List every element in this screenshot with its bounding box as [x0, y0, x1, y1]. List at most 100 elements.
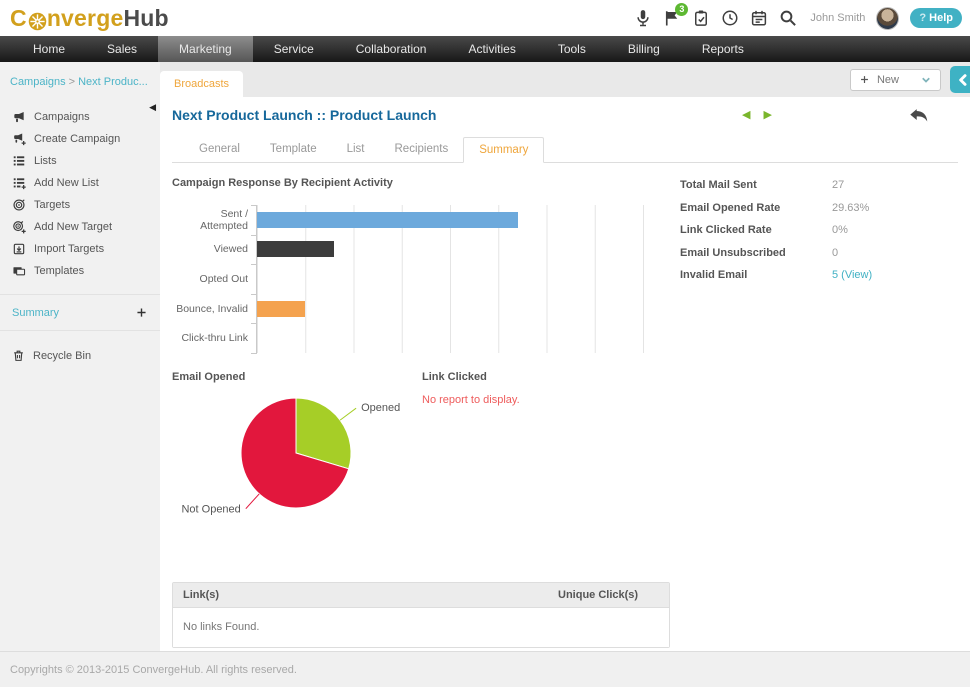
links-table-header: Link(s) Unique Click(s): [173, 583, 669, 608]
sidebar-item-summary[interactable]: Summary: [0, 294, 160, 331]
sidebar-collapse-icon[interactable]: ◀: [149, 102, 156, 112]
footer: Copyrights © 2013-2015 ConvergeHub. All …: [0, 651, 970, 687]
next-record-icon[interactable]: ▶: [763, 109, 772, 121]
help-question-mark: ?: [919, 12, 927, 24]
collapse-panel-button[interactable]: [950, 66, 970, 93]
list-icon: [12, 154, 26, 168]
stat-row: Email Unsubscribed 0: [680, 247, 958, 259]
tab-template[interactable]: Template: [269, 143, 317, 155]
breadcrumb: Campaigns > Next Produc...: [0, 62, 160, 92]
tab-list[interactable]: List: [346, 143, 365, 155]
stat-label: Email Unsubscribed: [680, 246, 786, 259]
pie-leader-line: [245, 493, 260, 510]
sidebar-item-lists[interactable]: Lists: [0, 150, 160, 172]
trash-icon: [12, 349, 25, 362]
sidebar-item-label: Add New List: [34, 177, 99, 189]
search-icon[interactable]: [779, 9, 797, 27]
sidebar-item-templates[interactable]: Templates: [0, 260, 160, 282]
summary-content: Next Product Launch :: Product Launch ◀ …: [160, 97, 970, 651]
nav-item-activities[interactable]: Activities: [468, 42, 516, 56]
nav-item-billing[interactable]: Billing: [627, 42, 660, 56]
sidebar: Campaigns > Next Produc... ◀ Campaigns Crea…: [0, 62, 160, 651]
no-report-message: No report to display.: [422, 394, 520, 406]
sidebar-item-label: Templates: [34, 265, 85, 277]
notification-badge: 3: [675, 3, 689, 16]
nav-item-collaboration[interactable]: Collaboration: [355, 42, 427, 56]
nav-item-home[interactable]: Home: [33, 42, 66, 56]
pie-chart: Opened: 29.63%Not Opened: 70.37% Opened No…: [172, 391, 422, 534]
breadcrumb-item[interactable]: Campaigns: [10, 76, 66, 88]
sidebar-item-create-campaign[interactable]: Create Campaign: [0, 128, 160, 150]
plus-icon: [859, 74, 870, 85]
chevron-down-icon[interactable]: [920, 74, 932, 86]
tab-broadcasts[interactable]: Broadcasts: [160, 71, 244, 97]
axis-tick: [251, 293, 257, 295]
previous-record-icon[interactable]: ◀: [742, 109, 751, 121]
bar-chart-title: Campaign Response By Recipient Activity: [172, 177, 393, 189]
nav-item-reports[interactable]: Reports: [701, 42, 744, 56]
flag-icon[interactable]: 3: [663, 3, 689, 27]
sidebar-item-recycle-bin[interactable]: Recycle Bin: [0, 345, 160, 366]
stat-row: Total Mail Sent 27: [680, 179, 958, 191]
bar-segment[interactable]: [257, 300, 306, 317]
nav-item-marketing[interactable]: Marketing: [158, 36, 253, 62]
sidebar-item-campaigns[interactable]: Campaigns: [0, 106, 160, 128]
tab-recipients[interactable]: Recipients: [394, 143, 449, 155]
user-name[interactable]: John Smith: [810, 12, 866, 24]
help-button[interactable]: ? Help: [910, 8, 962, 28]
bar-row: [257, 323, 643, 353]
pie-slice[interactable]: Not Opened: 70.37%: [240, 397, 350, 509]
breadcrumb-item[interactable]: Next Produc...: [78, 76, 148, 88]
bar-segment[interactable]: [257, 241, 335, 258]
sidebar-item-add-new-list[interactable]: Add New List: [0, 172, 160, 194]
stat-row: Email Opened Rate 29.63%: [680, 202, 958, 214]
bar-segment[interactable]: [257, 211, 518, 228]
tab-summary[interactable]: Summary: [463, 137, 545, 163]
pie-slice-label: Opened: [361, 402, 400, 414]
pie-leader-line: [339, 407, 357, 421]
bar-row: [257, 294, 643, 324]
templates-icon: [12, 264, 26, 278]
logo-mid: nverge: [46, 4, 124, 31]
microphone-icon[interactable]: [634, 9, 652, 27]
bar-category-label: Bounce, Invalid: [176, 302, 248, 315]
summary-label: Summary: [12, 306, 60, 319]
calendar-icon[interactable]: [750, 9, 768, 27]
detail-tabs: General Template List Recipients Summary: [172, 137, 958, 163]
stat-label: Total Mail Sent: [680, 179, 757, 191]
tab-general[interactable]: General: [199, 143, 240, 155]
stat-value: 0%: [832, 224, 848, 236]
header-icon-bar: 3 John Smith ? Help: [634, 3, 962, 30]
sidebar-item-label: Create Campaign: [34, 133, 121, 145]
bar-row: [257, 264, 643, 294]
tasks-clipboard-icon[interactable]: [692, 9, 710, 27]
sidebar-item-targets[interactable]: Targets: [0, 194, 160, 216]
stat-label: Invalid Email: [680, 269, 748, 281]
sidebar-item-add-new-target[interactable]: Add New Target: [0, 216, 160, 238]
user-avatar[interactable]: [876, 6, 900, 30]
plus-icon[interactable]: [135, 306, 148, 319]
bar-category-label: Click-thru Link: [181, 332, 248, 345]
nav-item-service[interactable]: Service: [273, 42, 314, 56]
pie-slice-label: Not Opened: [181, 504, 240, 516]
bar-row: [257, 235, 643, 265]
pie-chart-svg: Opened: 29.63%Not Opened: 70.37% Opened No…: [181, 397, 400, 516]
stat-value[interactable]: 5 (View): [832, 269, 873, 281]
stat-value: 29.63%: [832, 201, 870, 214]
nav-item-sales[interactable]: Sales: [107, 42, 138, 56]
stat-label: Link Clicked Rate: [680, 224, 772, 236]
new-button[interactable]: New: [849, 68, 941, 91]
sidebar-item-import-targets[interactable]: Import Targets: [0, 238, 160, 260]
copyright-text: Copyrights © 2013-2015 ConvergeHub. All …: [10, 664, 297, 676]
sidebar-item-label: Campaigns: [34, 111, 90, 123]
links-table-empty-row: No links Found.: [173, 608, 669, 647]
megaphone-icon: [12, 110, 26, 124]
axis-tick: [251, 264, 257, 266]
back-icon[interactable]: [908, 105, 930, 127]
sidebar-item-label: Add New Target: [34, 221, 113, 233]
nav-item-tools[interactable]: Tools: [557, 42, 586, 56]
pie-slice[interactable]: Opened: 29.63%: [295, 397, 352, 470]
clock-icon[interactable]: [721, 9, 739, 27]
